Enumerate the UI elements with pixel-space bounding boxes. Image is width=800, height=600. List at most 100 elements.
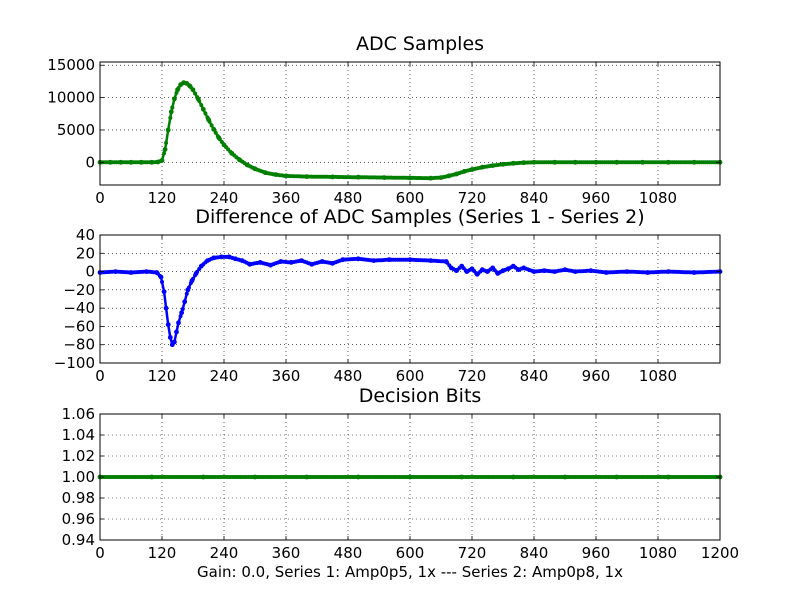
- data-point: [200, 474, 206, 480]
- y-tick-label: 1.06: [62, 405, 95, 423]
- data-point: [541, 268, 547, 274]
- data-point: [454, 171, 459, 177]
- data-point: [474, 271, 480, 277]
- data-point: [149, 474, 155, 480]
- data-point: [428, 258, 434, 263]
- x-tick-label: 480: [334, 544, 363, 562]
- x-tick-label: 360: [272, 367, 301, 385]
- x-tick-label: 120: [148, 189, 177, 207]
- x-tick-label: 1200: [701, 544, 739, 562]
- data-point: [176, 320, 181, 326]
- x-tick-label: 240: [210, 189, 239, 207]
- sample-point: [213, 130, 218, 135]
- data-point: [464, 269, 470, 274]
- x-tick-label: 240: [210, 544, 239, 562]
- data-point: [244, 162, 250, 168]
- data-point: [155, 159, 161, 165]
- series-difference: [97, 254, 723, 348]
- data-point: [446, 173, 452, 179]
- data-point: [187, 83, 193, 89]
- subplot-2-title: Difference of ADC Samples (Series 1 - Se…: [195, 206, 644, 228]
- data-point: [262, 170, 268, 176]
- data-point: [459, 474, 465, 480]
- subplot-3-title: Decision Bits: [359, 385, 482, 407]
- x-tick-label: 960: [582, 544, 611, 562]
- data-point: [428, 175, 434, 181]
- x-tick-label: 240: [210, 367, 239, 385]
- data-point: [407, 474, 413, 480]
- y-tick-label: 20: [76, 244, 95, 262]
- data-point: [206, 117, 211, 122]
- data-point: [239, 258, 245, 263]
- x-tick-label: 0: [95, 189, 105, 207]
- data-point: [624, 269, 630, 274]
- data-point: [330, 260, 335, 266]
- data-point: [144, 269, 149, 274]
- data-point: [454, 268, 459, 274]
- data-point: [247, 261, 253, 267]
- sample-point: [164, 140, 169, 145]
- axes-frame: [99, 413, 721, 541]
- data-point: [531, 269, 537, 274]
- data-point: [159, 158, 165, 163]
- sample-point: [160, 279, 164, 284]
- data-point: [505, 266, 511, 272]
- data-point: [603, 270, 609, 275]
- data-point: [304, 174, 310, 180]
- data-point: [552, 269, 558, 274]
- data-point: [355, 474, 361, 480]
- data-point: [309, 261, 315, 267]
- data-point: [174, 329, 179, 335]
- y-tick-label: −20: [63, 281, 95, 299]
- x-tick-label: 600: [396, 367, 425, 385]
- data-point: [479, 164, 485, 170]
- data-point: [198, 263, 204, 269]
- data-point: [113, 269, 118, 274]
- data-point: [588, 268, 594, 274]
- data-point: [485, 269, 490, 274]
- data-point: [189, 278, 195, 284]
- data-point: [407, 175, 413, 181]
- data-point: [168, 109, 174, 115]
- x-tick-label: 960: [582, 189, 611, 207]
- data-point: [226, 254, 232, 260]
- data-point: [500, 161, 506, 167]
- x-tick-label: 960: [582, 367, 611, 385]
- x-tick-label: 720: [458, 367, 487, 385]
- data-point: [330, 174, 335, 180]
- sample-point: [168, 115, 173, 120]
- data-point: [469, 167, 475, 172]
- data-point: [288, 260, 294, 265]
- data-point: [175, 87, 180, 93]
- data-point: [593, 159, 599, 165]
- data-point: [691, 270, 697, 275]
- data-point: [299, 258, 304, 263]
- axes-frame: [99, 234, 721, 364]
- y-tick-label: 0: [85, 153, 95, 171]
- data-point: [640, 159, 645, 165]
- x-tick-label: 120: [148, 367, 177, 385]
- data-point: [381, 175, 387, 181]
- data-point: [172, 96, 177, 102]
- data-point: [161, 289, 167, 295]
- x-tick-label: 120: [148, 544, 177, 562]
- data-point: [386, 257, 392, 263]
- x-tick-label: 480: [334, 189, 363, 207]
- y-tick-label: 1.04: [62, 426, 95, 444]
- data-point: [371, 258, 377, 263]
- data-point: [278, 259, 284, 264]
- data-point: [490, 265, 496, 271]
- y-tick-label: 0.98: [62, 489, 95, 507]
- subplot-3: Decision Bits 0 120 240 360 480 600 720 840 960 10…: [62, 385, 740, 562]
- x-tick-label: 720: [458, 544, 487, 562]
- data-point: [665, 159, 671, 165]
- data-point: [443, 259, 449, 264]
- data-point: [319, 259, 325, 264]
- y-tick-label: 1.02: [62, 447, 95, 465]
- x-tick-label: 600: [396, 189, 425, 207]
- data-point: [211, 126, 217, 132]
- data-point: [448, 265, 454, 271]
- data-point: [469, 266, 475, 272]
- y-tick-label: 0.94: [62, 531, 95, 549]
